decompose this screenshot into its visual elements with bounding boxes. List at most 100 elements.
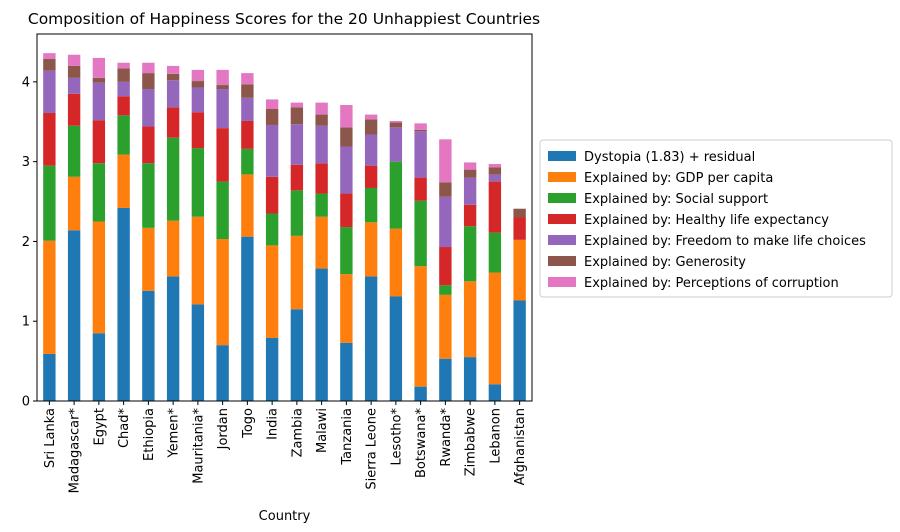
x-tick-label: Tanzania (340, 408, 355, 466)
bar-segment (241, 148, 254, 175)
x-tick-label: Yemen* (167, 408, 182, 459)
bar-segment (117, 81, 130, 97)
bar-segment (191, 81, 205, 88)
bar-segment (290, 102, 304, 108)
bar-segment (43, 165, 56, 241)
bar-segment (265, 176, 279, 214)
legend-box (539, 139, 893, 298)
bar-segment (117, 96, 130, 116)
bar-segment (488, 164, 502, 168)
bar-segment (315, 163, 328, 194)
bar-segment (364, 222, 378, 277)
legend-swatch (548, 151, 576, 161)
bar-segment (463, 204, 477, 227)
bar-segment (389, 161, 403, 229)
x-tick-label: Sierra Leone (365, 408, 380, 490)
bar-segment (414, 177, 427, 201)
bar-segment (92, 120, 106, 164)
x-tick-label: Togo (241, 408, 256, 439)
bar-segment (216, 89, 229, 129)
bar-segment (166, 137, 180, 221)
bar-segment (414, 123, 427, 130)
bar-segment (513, 239, 526, 301)
bar-segment (488, 232, 502, 273)
bar-segment (142, 163, 155, 228)
y-tick-label: 1 (22, 315, 30, 330)
x-tick-label: Lebanon (488, 408, 503, 464)
bar-segment (166, 65, 180, 74)
bar-segment (439, 294, 452, 359)
bar-segment (315, 114, 328, 126)
bar-segment (216, 345, 229, 401)
bar-segment (166, 80, 180, 108)
bar-segment (290, 107, 304, 125)
bar-segment (67, 230, 81, 401)
chart-title: Composition of Happiness Scores for the … (28, 10, 540, 28)
bar-segment (315, 268, 328, 401)
bar-segment (241, 84, 254, 98)
bar-segment (166, 107, 180, 138)
bar-segment (488, 181, 502, 233)
y-tick-label: 2 (22, 235, 30, 250)
bar-segment (117, 62, 130, 69)
bar-segment (43, 58, 56, 71)
bar-segment (241, 236, 254, 401)
legend-entry-label: Dystopia (1.83) + residual (584, 150, 755, 165)
bar-segment (439, 182, 452, 197)
legend: Dystopia (1.83) + residual Explained by: … (539, 139, 893, 298)
bar-segment (463, 226, 477, 282)
bar-segment (290, 164, 304, 191)
bar-segment (463, 162, 477, 170)
bar-segment (142, 89, 155, 127)
x-tick-label: Afghanistan (513, 408, 528, 485)
bar-segment (216, 128, 229, 182)
y-tick-label: 0 (22, 395, 30, 410)
x-tick-label: Madagascar* (68, 408, 83, 494)
bar-segment (389, 120, 403, 123)
bar-segment (290, 124, 304, 165)
bar-segment (513, 300, 526, 401)
legend-swatch (548, 193, 576, 203)
x-tick-label: Rwanda* (439, 408, 454, 467)
legend-entry-label: Explained by: GDP per capita (584, 171, 773, 186)
bar-segment (166, 276, 180, 401)
bar-segment (191, 304, 205, 401)
bar-segment (166, 73, 180, 81)
bar-segment (142, 62, 155, 74)
x-tick-label: India (266, 408, 281, 440)
bar-segment (117, 154, 130, 208)
bar-segment (439, 285, 452, 295)
bar-segment (142, 227, 155, 291)
bar-segment (67, 54, 81, 66)
x-axis: Sri Lanka Madagascar* Egypt Chad* Ethiopia Ye… (43, 401, 528, 493)
bar-segment (364, 134, 378, 166)
bar-segment (142, 290, 155, 401)
bar-segment (43, 53, 56, 59)
x-tick-label: Malawi (315, 408, 330, 453)
bar-segment (191, 216, 205, 305)
bar-segment (463, 177, 477, 205)
x-tick-label: Zimbabwe (464, 408, 479, 476)
bar-segment (43, 240, 56, 354)
bars-group (43, 53, 526, 401)
legend-swatch (548, 277, 576, 287)
bar-segment (92, 221, 106, 334)
bar-segment (166, 220, 180, 277)
bar-segment (92, 333, 106, 401)
bar-segment (340, 274, 353, 343)
bar-segment (216, 181, 229, 240)
bar-segment (414, 266, 427, 387)
legend-swatch (548, 172, 576, 182)
y-axis: 0 1 2 3 4 (22, 75, 37, 410)
bar-segment (364, 276, 378, 401)
bar-segment (67, 176, 81, 231)
x-tick-label: Ethiopia (142, 408, 157, 461)
bar-segment (315, 102, 328, 115)
bar-segment (191, 87, 205, 113)
bar-segment (92, 57, 106, 78)
bar-segment (315, 193, 328, 217)
x-tick-label: Zambia (290, 408, 305, 457)
bar-segment (142, 126, 155, 164)
x-tick-label: Chad* (117, 408, 132, 449)
bar-segment (340, 127, 353, 147)
